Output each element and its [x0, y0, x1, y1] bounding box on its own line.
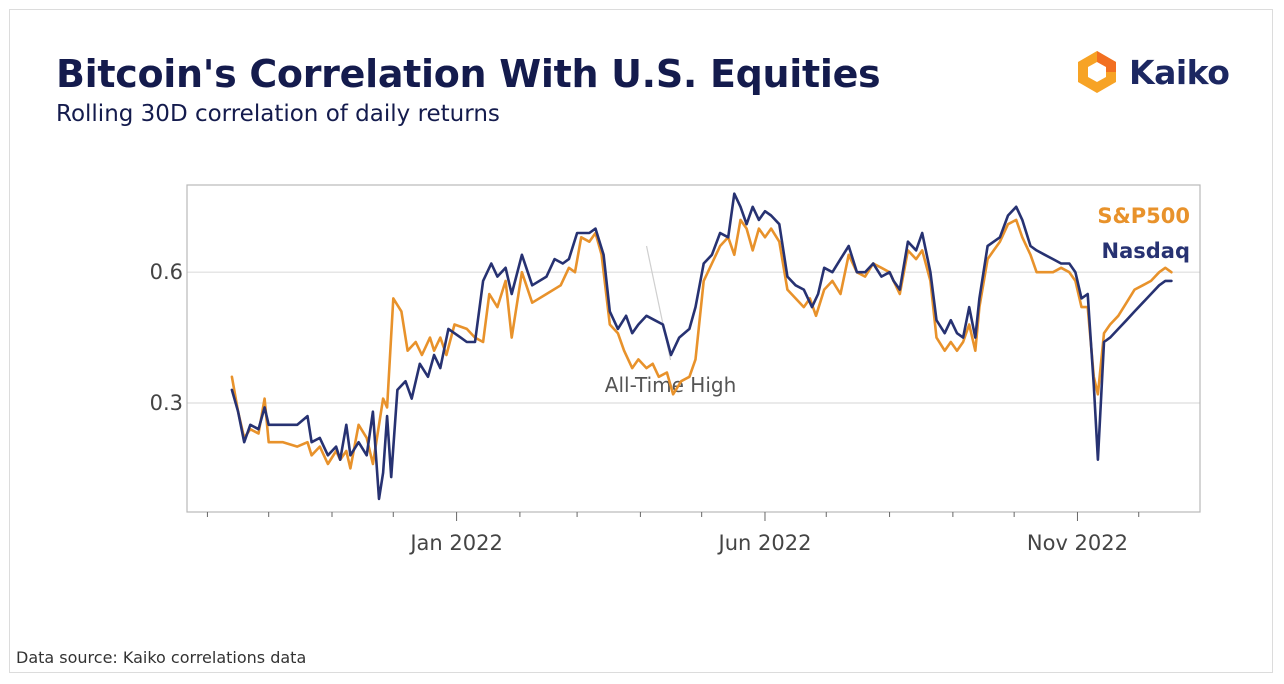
kaiko-logo[interactable]: Kaiko — [1073, 48, 1230, 96]
kaiko-logo-icon — [1078, 51, 1116, 93]
x-tick-label: Jan 2022 — [408, 531, 503, 555]
y-axis: 0.3 0.6 — [150, 260, 183, 415]
data-source-note: Data source: Kaiko correlations data — [16, 648, 307, 667]
x-axis: Jan 2022 Jun 2022 Nov 2022 — [206, 512, 1140, 555]
annotations: All-Time High — [605, 245, 736, 397]
gridlines — [187, 271, 1200, 404]
legend: S&P500 Nasdaq — [1097, 204, 1190, 263]
page-title: Bitcoin's Correlation With U.S. Equities — [56, 52, 881, 96]
plot-area — [186, 184, 1201, 513]
series-line-nasdaq — [230, 192, 1173, 501]
legend-item: S&P500 — [1097, 204, 1190, 228]
logo-text: Kaiko — [1129, 52, 1230, 92]
series-lines — [230, 192, 1173, 501]
y-tick-label: 0.6 — [150, 260, 183, 284]
y-tick-label: 0.3 — [150, 391, 183, 415]
legend-item: Nasdaq — [1102, 239, 1190, 263]
chart-card — [9, 9, 1273, 673]
x-tick-label: Jun 2022 — [717, 531, 812, 555]
series-line-sp500 — [230, 218, 1173, 470]
x-tick-label: Nov 2022 — [1027, 531, 1128, 555]
page-subtitle: Rolling 30D correlation of daily returns — [56, 101, 500, 127]
